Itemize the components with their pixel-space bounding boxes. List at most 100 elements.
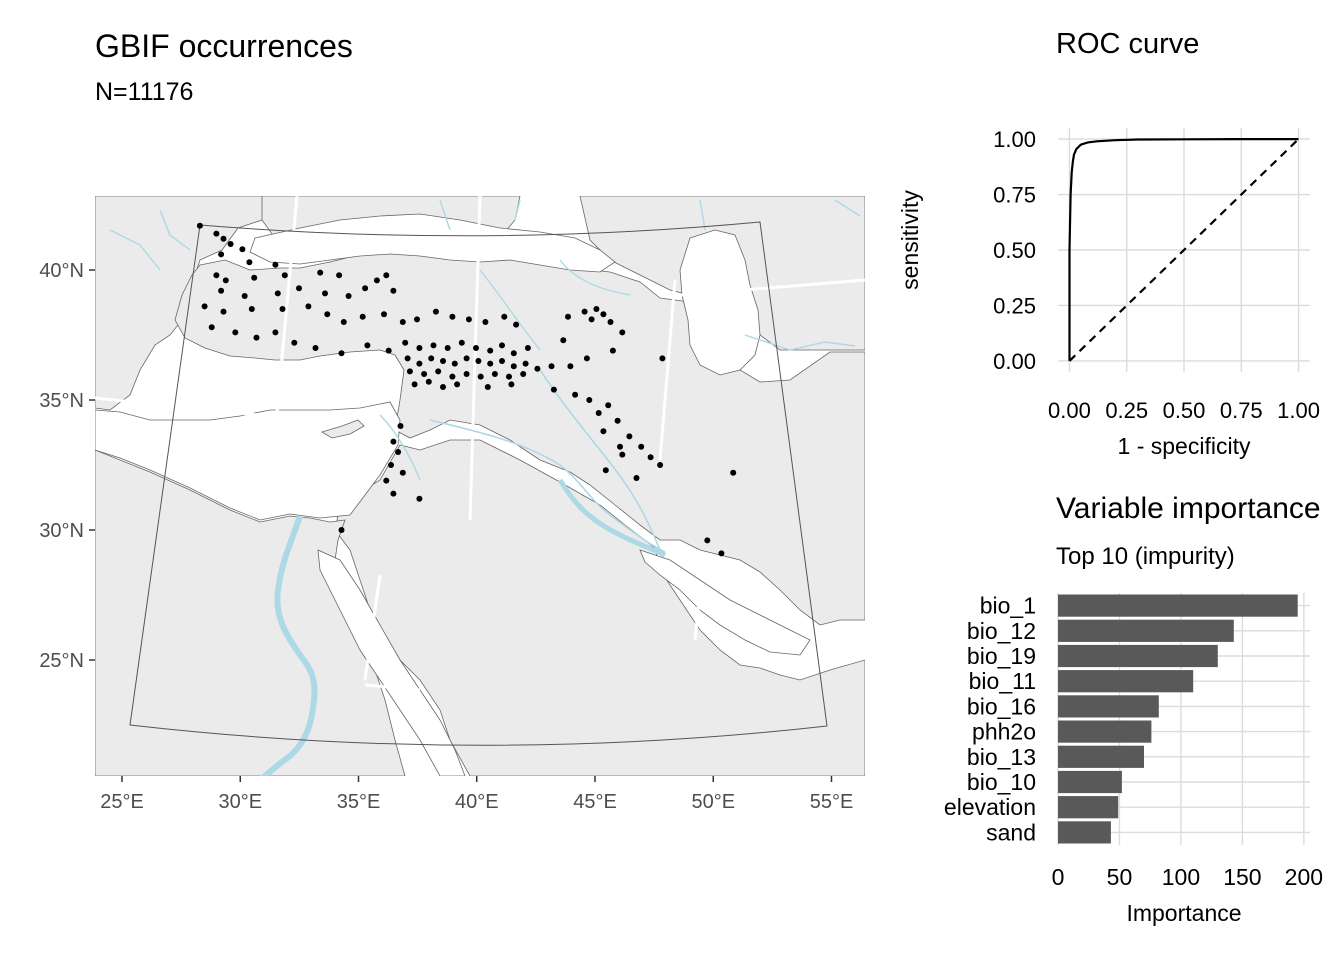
roc-x-tick-label: 0.50 xyxy=(1163,398,1206,423)
lon-tick-label: 25°E xyxy=(100,791,144,813)
occurrence-point xyxy=(248,306,255,312)
occurrence-point xyxy=(383,477,390,484)
roc-reference-line xyxy=(1068,138,1300,362)
occurrence-point xyxy=(548,363,555,370)
occurrence-point xyxy=(501,313,508,320)
occurrence-point xyxy=(440,384,446,390)
roc-grid xyxy=(1058,128,1310,372)
roc-y-tick-label: 1.00 xyxy=(993,127,1036,152)
vi-bars xyxy=(1058,594,1298,844)
occurrence-point xyxy=(647,454,654,461)
occurrence-point xyxy=(416,495,423,502)
occurrence-point xyxy=(411,381,418,388)
roc-curve-line xyxy=(1068,138,1299,361)
vi-category-label: bio_1 xyxy=(980,593,1036,619)
lon-tick-label: 35°E xyxy=(337,791,381,813)
importance-bar xyxy=(1058,670,1194,693)
lat-tick-label: 40°N xyxy=(39,260,84,282)
occurrence-point xyxy=(499,342,505,349)
occurrence-point xyxy=(454,381,461,388)
occurrence-point xyxy=(428,355,435,362)
occurrence-point xyxy=(340,319,347,325)
occurrence-point xyxy=(522,360,529,367)
occurrence-point xyxy=(487,347,494,354)
occurrence-point xyxy=(390,490,397,497)
vi-category-label: bio_11 xyxy=(969,668,1036,694)
occurrence-point xyxy=(444,345,451,351)
occurrence-point xyxy=(322,290,328,297)
occurrence-point xyxy=(465,316,472,323)
vi-x-tick-label: 50 xyxy=(1107,864,1133,890)
occurrence-point xyxy=(338,350,345,357)
occurrence-point xyxy=(432,308,439,315)
occurrence-point xyxy=(499,358,505,364)
occurrence-point xyxy=(416,345,423,351)
occurrence-point xyxy=(626,433,633,440)
roc-axes: 0.00 0.25 0.50 0.75 1.00 0.00 0.25 0.50 0.75 1.00… xyxy=(897,127,1320,459)
red-sea xyxy=(317,549,466,776)
occurrence-point xyxy=(510,350,517,357)
importance-bar xyxy=(1058,796,1119,819)
occurrence-point xyxy=(305,303,312,310)
occurrence-point xyxy=(600,428,607,435)
occurrence-point xyxy=(605,402,612,409)
roc-x-axis-title: 1 - specificity xyxy=(1118,433,1251,459)
occurrence-point xyxy=(373,277,380,284)
occurrence-point xyxy=(296,285,302,292)
occurrence-point xyxy=(220,235,227,242)
roc-y-tick-label: 0.00 xyxy=(993,349,1036,374)
occurrence-point xyxy=(550,386,557,393)
occurrence-point xyxy=(583,355,590,362)
occurrence-point xyxy=(253,334,260,341)
occurrence-point xyxy=(449,313,456,320)
rivers xyxy=(109,199,861,776)
occurrence-point xyxy=(399,319,406,325)
occurrence-point xyxy=(633,475,640,481)
occurrence-point xyxy=(451,360,458,367)
occurrence-point xyxy=(520,371,527,377)
roc-y-axis-title: sensitivity xyxy=(897,190,923,290)
lon-tick-label: 45°E xyxy=(573,791,617,813)
importance-bar xyxy=(1058,594,1298,617)
occurrence-point xyxy=(241,293,248,299)
vi-x-tick-label: 100 xyxy=(1162,864,1200,890)
importance-bar xyxy=(1058,821,1111,844)
occurrence-point xyxy=(484,384,491,390)
vi-x-tick-label: 0 xyxy=(1052,864,1065,890)
roc-x-tick-label: 0.25 xyxy=(1105,398,1148,423)
occurrence-point xyxy=(619,451,626,458)
occurrence-point xyxy=(617,443,623,450)
occurrence-point xyxy=(607,319,614,325)
occurrence-point xyxy=(227,241,234,247)
occurrence-point xyxy=(638,443,645,450)
occurrence-point xyxy=(657,462,664,468)
occurrence-point xyxy=(430,342,437,349)
roc-x-tick-label: 0.75 xyxy=(1220,398,1263,423)
vi-category-label: bio_19 xyxy=(967,643,1036,669)
vi-category-label: bio_12 xyxy=(967,618,1036,644)
importance-bar xyxy=(1058,745,1144,768)
occurrence-point xyxy=(222,277,229,284)
occurrence-point xyxy=(272,329,279,336)
map-title: GBIF occurrences xyxy=(95,28,353,64)
occurrence-point xyxy=(345,293,352,299)
occurrence-point xyxy=(385,347,392,354)
occurrence-point xyxy=(491,371,498,377)
vi-category-label: elevation xyxy=(944,794,1036,820)
latitude-axis: 40°N 35°N 30°N 25°N xyxy=(39,260,95,672)
occurrence-point xyxy=(508,381,515,388)
occurrence-point xyxy=(534,365,541,372)
occurrence-point xyxy=(246,259,253,266)
occurrence-point xyxy=(336,272,343,279)
occurrence-point xyxy=(406,368,413,375)
occurrence-point xyxy=(440,358,446,364)
vi-category-label: sand xyxy=(986,819,1036,845)
occurrence-point xyxy=(390,287,397,294)
vi-plot: bio_1bio_12bio_19bio_11bio_16phh2obio_13… xyxy=(944,593,1323,926)
occurrence-point xyxy=(513,321,520,328)
occurrence-point xyxy=(359,313,366,320)
land-layer xyxy=(95,196,865,776)
occurrence-point xyxy=(609,347,616,354)
vi-axes: bio_1bio_12bio_19bio_11bio_16phh2obio_13… xyxy=(944,593,1323,926)
occurrence-point xyxy=(416,360,423,367)
